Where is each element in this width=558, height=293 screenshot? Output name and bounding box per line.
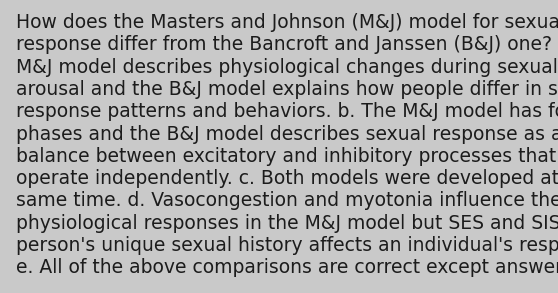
Text: How does the Masters and Johnson (M&J) model for sexual: How does the Masters and Johnson (M&J) m… — [16, 13, 558, 32]
Text: same time. d. Vasocongestion and myotonia influence the: same time. d. Vasocongestion and myotoni… — [16, 191, 558, 210]
Text: balance between excitatory and inhibitory processes that: balance between excitatory and inhibitor… — [16, 147, 556, 166]
Text: M&J model describes physiological changes during sexual: M&J model describes physiological change… — [16, 58, 557, 77]
Text: operate independently. c. Both models were developed at the: operate independently. c. Both models we… — [16, 169, 558, 188]
Text: physiological responses in the M&J model but SES and SIS and a: physiological responses in the M&J model… — [16, 214, 558, 233]
Text: arousal and the B&J model explains how people differ in sexual: arousal and the B&J model explains how p… — [16, 80, 558, 99]
Text: response patterns and behaviors. b. The M&J model has four: response patterns and behaviors. b. The … — [16, 102, 558, 121]
Text: person's unique sexual history affects an individual's response.: person's unique sexual history affects a… — [16, 236, 558, 255]
Text: response differ from the Bancroft and Janssen (B&J) one? a. The: response differ from the Bancroft and Ja… — [16, 35, 558, 54]
Text: e. All of the above comparisons are correct except answer c.: e. All of the above comparisons are corr… — [16, 258, 558, 277]
Text: phases and the B&J model describes sexual response as a: phases and the B&J model describes sexua… — [16, 125, 558, 144]
